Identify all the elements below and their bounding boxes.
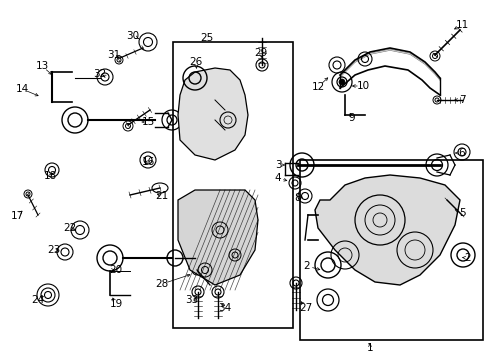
Text: 24: 24 (31, 295, 44, 305)
Text: 12: 12 (311, 82, 324, 92)
Text: 32: 32 (93, 69, 106, 79)
Text: 30: 30 (126, 31, 139, 41)
Text: 3: 3 (274, 160, 281, 170)
Polygon shape (314, 175, 459, 285)
Text: 10: 10 (356, 81, 369, 91)
Text: 13: 13 (35, 61, 48, 71)
Text: 33: 33 (185, 295, 198, 305)
Text: 23: 23 (47, 245, 61, 255)
Text: 19: 19 (109, 299, 122, 309)
Text: 34: 34 (218, 303, 231, 313)
Text: 2: 2 (303, 261, 310, 271)
Text: 16: 16 (141, 157, 154, 167)
Circle shape (338, 79, 345, 85)
Text: 15: 15 (141, 117, 154, 127)
Text: 8: 8 (294, 193, 301, 203)
Text: 11: 11 (454, 20, 468, 30)
Text: 29: 29 (254, 48, 267, 58)
Text: 20: 20 (109, 265, 122, 275)
Polygon shape (178, 68, 247, 160)
Text: 17: 17 (10, 211, 23, 221)
Text: 22: 22 (63, 223, 77, 233)
Text: 25: 25 (200, 33, 213, 43)
Polygon shape (178, 190, 258, 285)
Text: 18: 18 (43, 171, 57, 181)
Text: 6: 6 (458, 148, 465, 158)
Text: 21: 21 (155, 191, 168, 201)
Text: 31: 31 (107, 50, 121, 60)
Text: 27: 27 (299, 303, 312, 313)
Text: 5: 5 (458, 208, 465, 218)
Bar (299, 160, 482, 340)
Text: 7: 7 (458, 95, 465, 105)
Text: 4: 4 (274, 173, 281, 183)
Text: 2: 2 (464, 253, 470, 263)
Text: 1: 1 (366, 343, 372, 353)
Text: 14: 14 (15, 84, 29, 94)
Text: 9: 9 (348, 113, 355, 123)
Bar (173, 42, 292, 328)
Text: 26: 26 (189, 57, 202, 67)
Text: 28: 28 (155, 279, 168, 289)
